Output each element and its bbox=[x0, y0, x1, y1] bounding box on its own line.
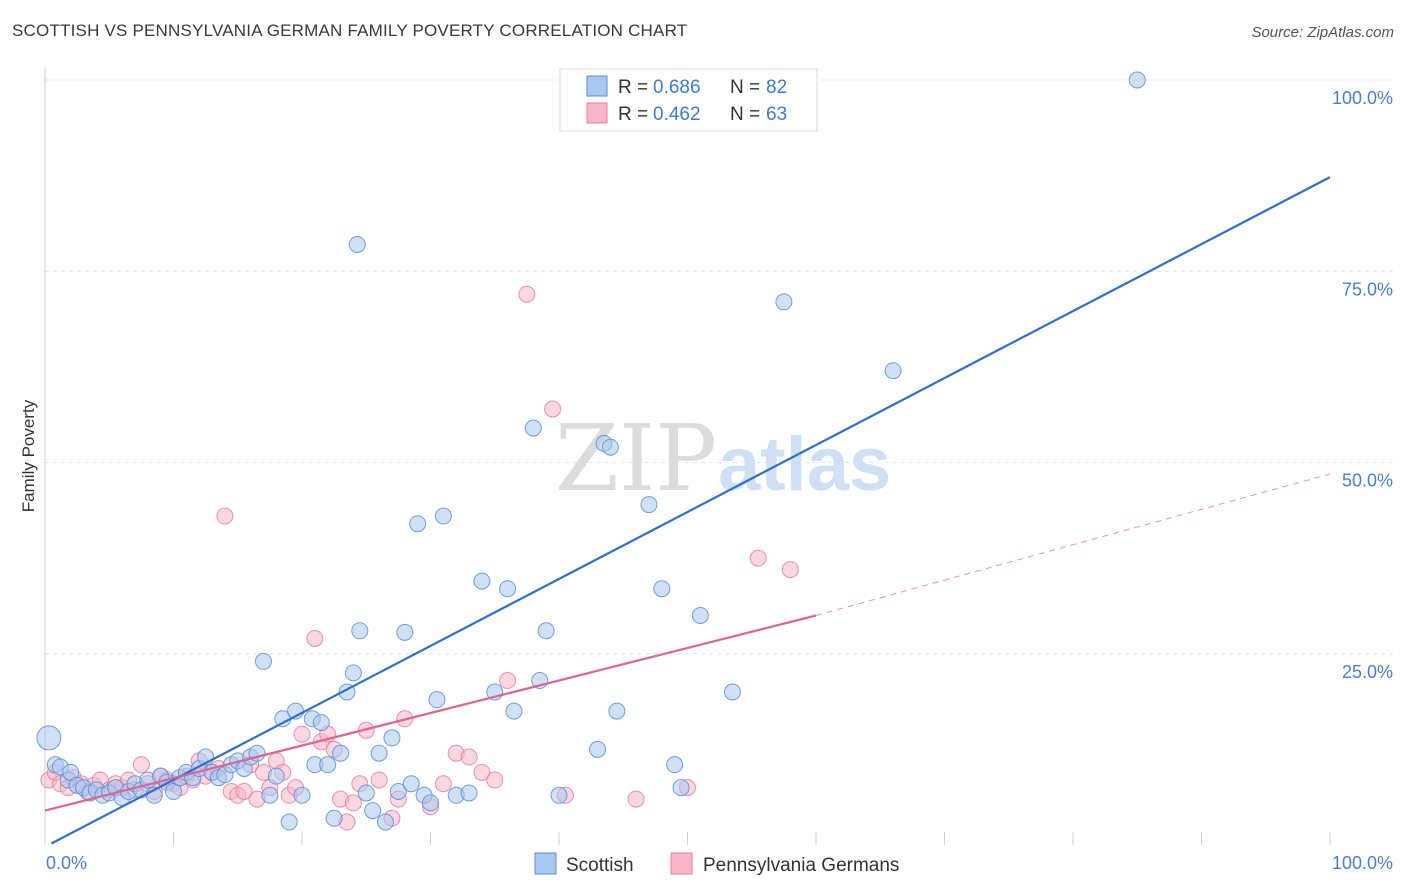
scottish-point bbox=[460, 784, 478, 802]
scottish-point bbox=[775, 293, 793, 311]
scottish-point bbox=[608, 702, 626, 720]
scottish-point bbox=[589, 740, 607, 758]
trend-lines bbox=[44, 176, 1331, 845]
watermark-zip: ZIP bbox=[555, 405, 717, 512]
watermark: ZIP atlas bbox=[555, 405, 891, 512]
penn-trend-extension bbox=[815, 473, 1331, 616]
penn-german-point bbox=[306, 629, 324, 647]
scottish-point bbox=[422, 794, 439, 812]
scottish-point bbox=[357, 784, 375, 802]
scottish-point bbox=[351, 622, 369, 640]
penn-german-point bbox=[434, 775, 452, 793]
penn-german-point bbox=[235, 782, 253, 800]
chart-title: SCOTTISH VS PENNSYLVANIA GERMAN FAMILY P… bbox=[12, 21, 688, 40]
legend-r-label-scottish: R = bbox=[618, 77, 648, 98]
y-tick-label: 25.0% bbox=[1342, 662, 1393, 682]
scottish-point bbox=[499, 580, 517, 598]
scottish-point bbox=[434, 507, 452, 525]
scottish-point bbox=[332, 744, 350, 762]
penn-german-point bbox=[749, 549, 767, 567]
scottish-point bbox=[267, 767, 285, 785]
scottish-point bbox=[254, 652, 272, 670]
scottish-point bbox=[524, 419, 542, 437]
legend-r-value-scottish: 0.686 bbox=[653, 77, 701, 98]
penn-german-point bbox=[781, 561, 799, 579]
scottish-point bbox=[165, 782, 182, 800]
x-tick-label: 0.0% bbox=[46, 853, 87, 873]
penn-german-point bbox=[627, 790, 645, 808]
scottish-point bbox=[672, 779, 690, 797]
penn-german-point bbox=[293, 725, 311, 743]
bottom-legend-label-scottish: Scottish bbox=[566, 855, 634, 876]
penn-german-point bbox=[486, 771, 504, 789]
scottish-point bbox=[280, 813, 298, 831]
correlation-legend: R = 0.686 N = 82 R = 0.462 N = 63 bbox=[559, 68, 818, 132]
scottish-trend-line bbox=[50, 176, 1331, 845]
penn-german-points bbox=[40, 285, 799, 831]
scottish-point bbox=[640, 496, 658, 514]
series-legend: Scottish Pennsylvania Germans bbox=[534, 852, 899, 876]
legend-n-label-scottish: N = bbox=[730, 77, 760, 98]
scottish-point bbox=[344, 664, 362, 682]
penn-german-point bbox=[499, 672, 517, 690]
scottish-point bbox=[884, 362, 902, 380]
scottish-point bbox=[293, 786, 311, 804]
scottish-point bbox=[537, 622, 555, 640]
grid-lines bbox=[45, 79, 1395, 655]
bottom-legend-label-penn: Pennsylvania Germans bbox=[703, 855, 899, 876]
scottish-point bbox=[36, 725, 62, 751]
scottish-point bbox=[377, 813, 395, 831]
penn-trend-line bbox=[44, 614, 817, 812]
scottish-point bbox=[319, 756, 337, 774]
penn-german-point bbox=[216, 507, 234, 525]
scottish-point bbox=[723, 683, 741, 701]
scottish-point bbox=[312, 714, 330, 732]
scottish-point bbox=[325, 809, 343, 827]
legend-r-value-penn: 0.462 bbox=[653, 104, 701, 125]
legend-r-label-penn: R = bbox=[618, 104, 648, 125]
bottom-legend-swatch-penn bbox=[670, 852, 693, 875]
legend-n-value-scottish: 82 bbox=[766, 77, 787, 98]
y-tick-label: 50.0% bbox=[1342, 471, 1393, 491]
tick-labels: 25.0% 50.0% 75.0% 100.0% 0.0% 100.0% bbox=[46, 88, 1393, 873]
penn-german-point bbox=[370, 771, 388, 789]
scottish-point bbox=[383, 729, 401, 747]
legend-swatch-scottish bbox=[586, 75, 608, 97]
scottish-point bbox=[550, 786, 568, 804]
y-tick-label: 75.0% bbox=[1342, 279, 1393, 299]
scottish-point bbox=[409, 515, 427, 533]
scottish-point bbox=[402, 775, 420, 793]
legend-n-value-penn: 63 bbox=[766, 104, 787, 125]
scottish-point bbox=[428, 691, 446, 709]
source-credit: Source: ZipAtlas.com bbox=[1251, 24, 1394, 41]
scottish-point bbox=[389, 782, 407, 800]
scottish-point bbox=[348, 235, 366, 253]
penn-german-point bbox=[473, 763, 491, 781]
scottish-point bbox=[666, 756, 684, 774]
scottish-point bbox=[1128, 71, 1146, 89]
scottish-point bbox=[473, 572, 491, 590]
axes bbox=[44, 68, 1331, 845]
penn-german-point bbox=[518, 285, 536, 303]
penn-german-point bbox=[344, 794, 362, 812]
y-axis-label: Family Poverty bbox=[19, 399, 38, 512]
scottish-point bbox=[601, 438, 619, 456]
scottish-point bbox=[691, 607, 709, 624]
penn-german-point bbox=[544, 400, 562, 418]
penn-german-point bbox=[132, 756, 150, 774]
legend-n-label-penn: N = bbox=[730, 104, 760, 125]
scottish-point bbox=[370, 744, 388, 762]
scottish-point bbox=[505, 702, 523, 720]
x-tick-label: 100.0% bbox=[1332, 853, 1393, 873]
legend-swatch-penn bbox=[586, 102, 608, 124]
scottish-point bbox=[261, 786, 279, 804]
scottish-point bbox=[364, 802, 382, 820]
bottom-legend-swatch-scottish bbox=[534, 852, 557, 875]
scottish-point bbox=[396, 623, 414, 641]
penn-german-point bbox=[460, 748, 478, 766]
scottish-point bbox=[653, 580, 671, 598]
y-tick-label: 100.0% bbox=[1332, 88, 1393, 108]
watermark-atlas: atlas bbox=[718, 422, 891, 507]
